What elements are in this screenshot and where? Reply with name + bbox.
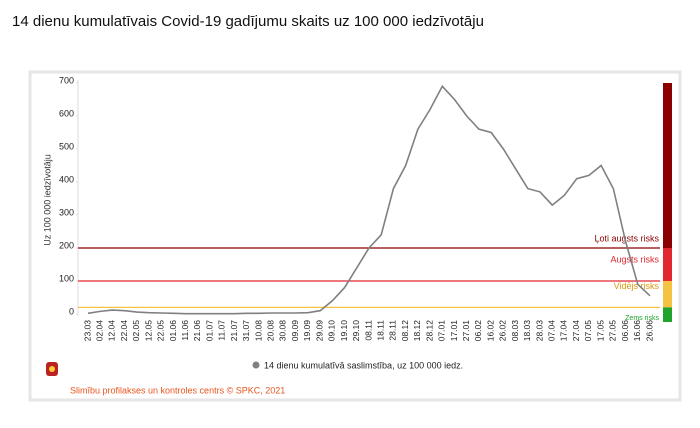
x-tick-label: 31.07: [241, 320, 251, 342]
x-tick-label: 02.05: [131, 320, 141, 342]
x-tick-label: 18.03: [522, 320, 532, 342]
legend-marker: [252, 361, 260, 369]
x-tick-label: 01.06: [168, 320, 178, 342]
x-tick-label: 09.09: [290, 320, 300, 342]
x-tick-label: 29.09: [314, 320, 324, 342]
x-tick-label: 18.12: [412, 320, 422, 342]
risk-band: [663, 307, 672, 322]
x-tick-label: 30.08: [278, 320, 288, 342]
risk-band: [663, 248, 672, 281]
series-line: [87, 84, 651, 315]
x-tick-label: 06.06: [620, 320, 630, 342]
y-axis-label: Uz 100 000 iedzīvotāju: [42, 154, 52, 246]
source: Slimību profilakses un kontroles centrs …: [70, 385, 285, 395]
chart-title: 14 dienu kumulatīvais Covid-19 gadījumu …: [12, 13, 484, 30]
x-tick-label: 19.10: [339, 320, 349, 342]
x-tick-label: 17.05: [595, 320, 605, 342]
legend-label: 14 dienu kumulatīvā saslimstība, uz 100 …: [264, 360, 463, 370]
x-tick-label: 06.02: [473, 320, 483, 342]
x-tick-label: 17.01: [449, 320, 459, 342]
x-tick-label: 07.05: [583, 320, 593, 342]
y-tick-label: 700: [59, 75, 74, 85]
x-tick-label: 22.05: [156, 320, 166, 342]
x-tick-label: 29.10: [351, 320, 361, 342]
x-tick-label: 16.02: [485, 320, 495, 342]
x-tick-label: 28.11: [388, 320, 398, 341]
y-tick-label: 0: [69, 306, 74, 316]
threshold-label: Ļoti augsts risks: [594, 233, 659, 243]
x-tick-label: 08.03: [510, 320, 520, 342]
x-tick-label: 12.05: [143, 320, 153, 342]
threshold-label: Zems risks: [625, 315, 659, 322]
x-tick-label: 21.06: [192, 320, 202, 342]
threshold-label: Vidējs risks: [614, 281, 660, 291]
x-tick-label: 11.06: [180, 320, 190, 341]
x-tick-label: 18.11: [375, 320, 385, 341]
x-tick-label: 27.01: [461, 320, 471, 342]
x-tick-label: 11.07: [217, 320, 227, 341]
x-tick-label: 28.12: [424, 320, 434, 342]
x-tick-label: 22.04: [119, 320, 129, 342]
x-tick-label: 12.04: [107, 320, 117, 342]
risk-band: [663, 281, 672, 308]
x-tick-label: 07.01: [437, 320, 447, 342]
x-tick-label: 26.06: [644, 320, 654, 342]
x-tick-label: 19.09: [302, 320, 312, 342]
y-tick-label: 100: [59, 273, 74, 283]
x-tick-label: 17.04: [559, 320, 569, 342]
x-tick-label: 27.05: [608, 320, 618, 342]
x-tick-label: 08.11: [363, 320, 373, 341]
x-tick-label: 28.03: [534, 320, 544, 342]
panel: [28, 70, 682, 402]
x-tick-label: 20.08: [266, 320, 276, 342]
y-tick-label: 300: [59, 207, 74, 217]
x-tick-label: 08.12: [400, 320, 410, 342]
y-tick-label: 400: [59, 174, 74, 184]
x-tick-label: 10.08: [253, 320, 263, 342]
threshold-label: Augsts risks: [610, 254, 659, 264]
x-tick-label: 26.02: [498, 320, 508, 342]
risk-band: [663, 83, 672, 248]
logo: [46, 362, 58, 376]
x-tick-label: 09.10: [327, 320, 337, 342]
x-tick-label: 07.04: [547, 320, 557, 342]
y-tick-label: 500: [59, 141, 74, 151]
x-tick-label: 23.03: [82, 320, 92, 342]
x-tick-label: 16.06: [632, 320, 642, 342]
y-tick-label: 200: [59, 240, 74, 250]
x-tick-label: 21.07: [229, 320, 239, 342]
y-tick-label: 600: [59, 108, 74, 118]
x-tick-label: 01.07: [204, 320, 214, 342]
x-tick-label: 27.04: [571, 320, 581, 342]
x-tick-label: 02.04: [94, 320, 104, 342]
